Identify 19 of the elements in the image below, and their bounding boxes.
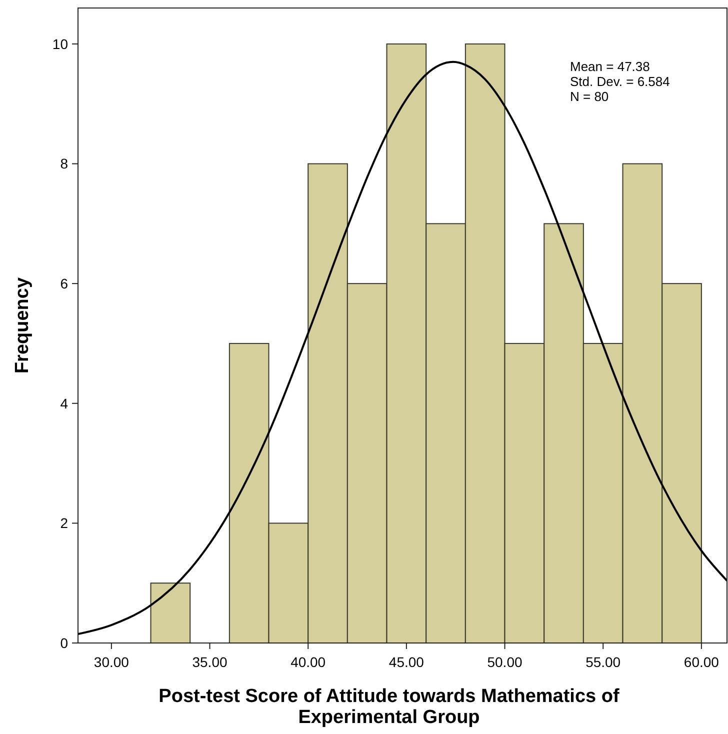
x-axis-title: Post-test Score of Attitude towards Mathematics of Experimental Group <box>158 686 620 728</box>
x-tick-label: 45.00 <box>388 654 424 670</box>
x-tick-label: 50.00 <box>487 654 522 670</box>
x-tick-label: 60.00 <box>684 654 720 670</box>
y-tick-label: 4 <box>60 395 68 412</box>
annotation: N = 80 <box>570 89 609 104</box>
y-tick-label: 8 <box>60 156 68 172</box>
line-series <box>78 60 728 636</box>
y-tick-label: 10 <box>52 36 68 52</box>
y-tick-label: 0 <box>60 634 68 651</box>
y-tick-label: 2 <box>60 515 68 532</box>
x-tick-label: 35.00 <box>192 654 228 670</box>
x-tick-label: 55.00 <box>586 654 621 670</box>
x-tick-label: 30.00 <box>94 654 130 670</box>
annotation: Std. Dev. = 6.584 <box>570 74 670 89</box>
x-tick-label: 40.00 <box>290 654 326 670</box>
annotation: Mean = 47.38 <box>570 59 650 74</box>
y-axis-title: Frequency <box>12 277 33 374</box>
y-tick-label: 6 <box>60 275 68 292</box>
